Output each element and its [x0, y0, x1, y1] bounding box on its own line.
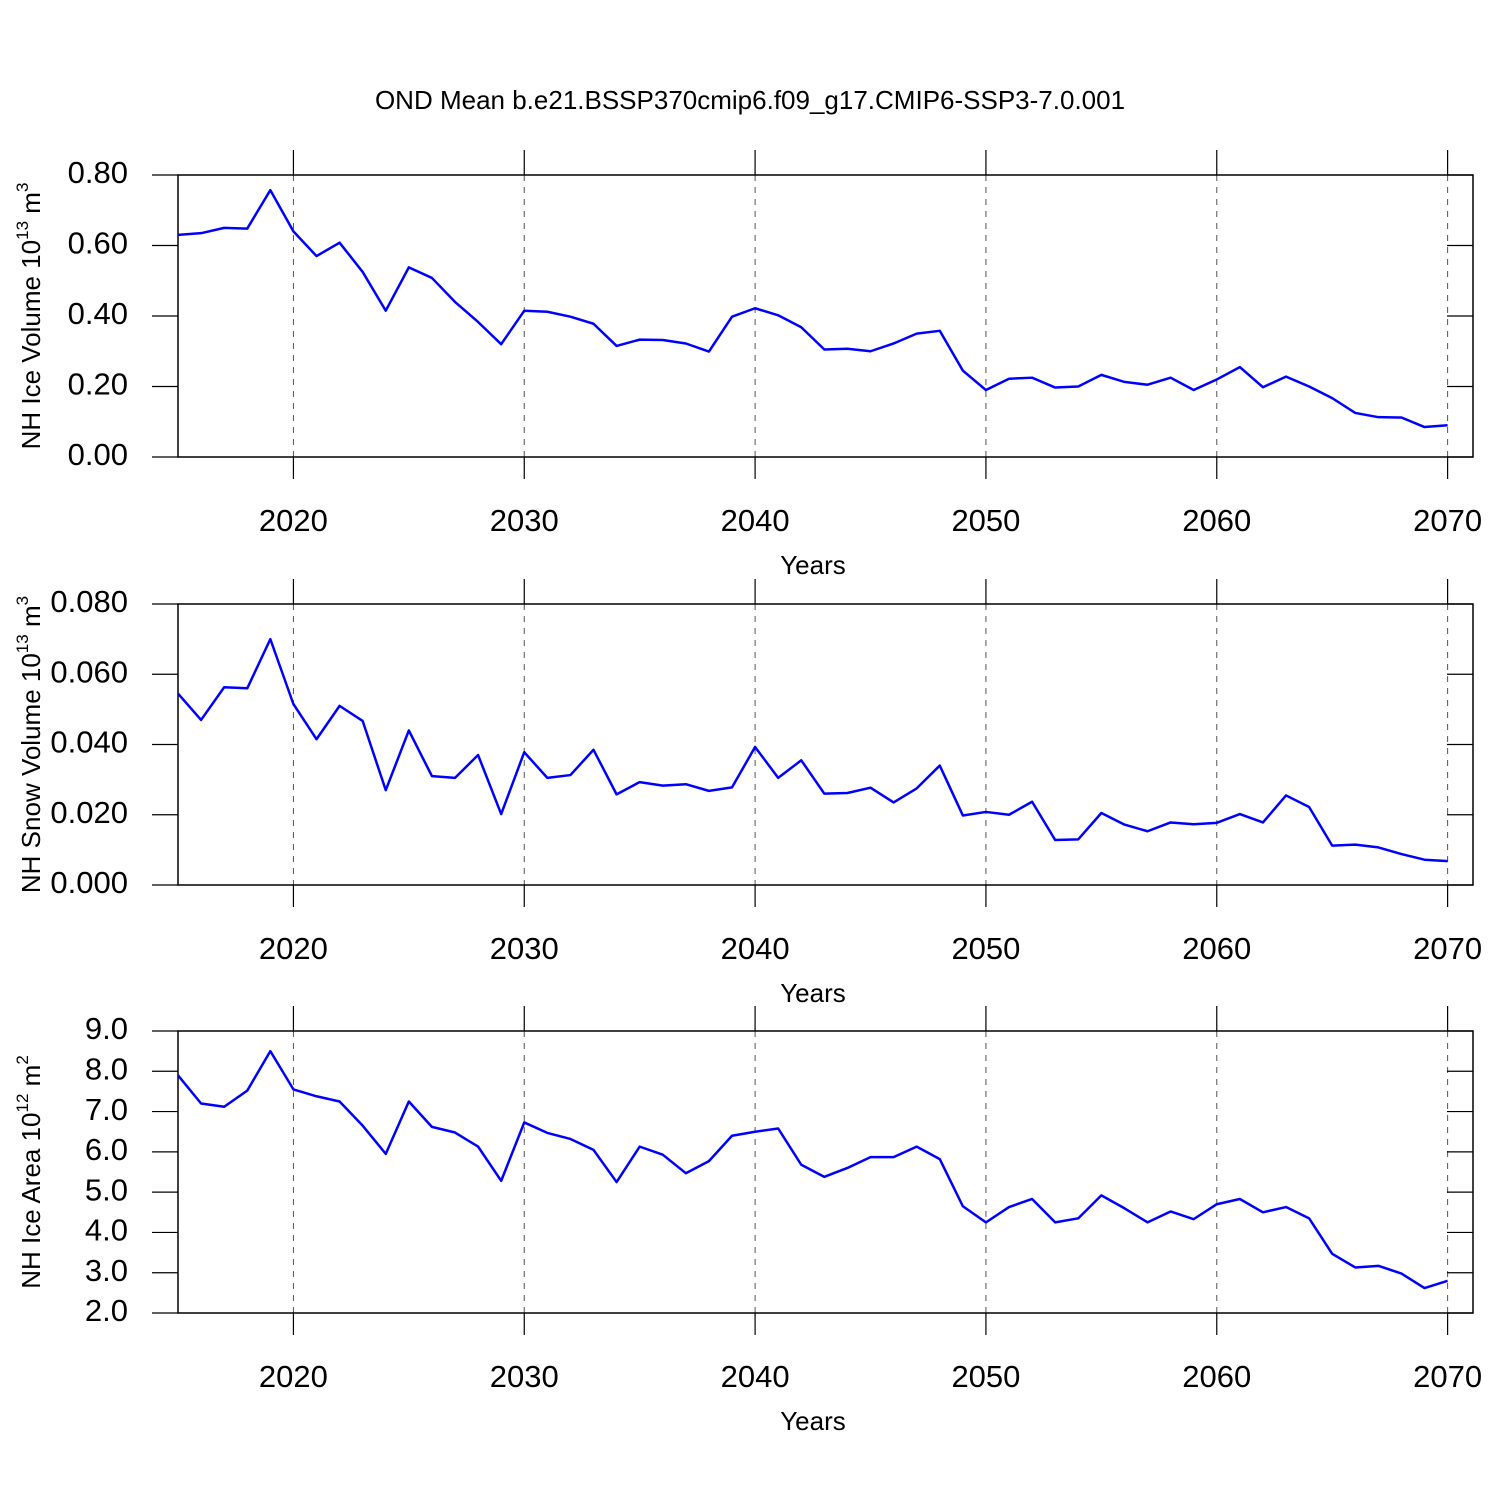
y-tick-label: 0.000: [50, 865, 128, 900]
y-tick-label: 6.0: [85, 1132, 128, 1167]
x-axis-label: Years: [780, 978, 846, 1008]
y-axis-label-part: m: [16, 192, 46, 221]
y-axis-label-exponent: 3: [13, 183, 32, 192]
x-axis-label: Years: [780, 1406, 846, 1436]
x-tick-label: 2040: [721, 503, 790, 538]
x-tick-label: 2060: [1182, 1359, 1251, 1394]
y-tick-label: 3.0: [85, 1253, 128, 1288]
x-tick-label: 2020: [259, 503, 328, 538]
y-tick-label: 0.60: [68, 226, 128, 261]
x-tick-label: 2030: [490, 1359, 559, 1394]
x-tick-label: 2030: [490, 503, 559, 538]
y-axis-label-exponent: 2: [13, 1055, 32, 1064]
x-tick-label: 2070: [1413, 1359, 1482, 1394]
y-tick-label: 0.40: [68, 296, 128, 331]
y-axis-label-part: NH Ice Volume 10: [16, 240, 46, 450]
x-tick-label: 2020: [259, 931, 328, 966]
y-axis-label-part: m: [16, 1065, 46, 1094]
plot-frame: [177, 174, 1474, 458]
y-tick-label: 8.0: [85, 1051, 128, 1086]
data-line: [177, 1049, 1448, 1290]
x-tick-label: 2040: [721, 1359, 790, 1394]
y-tick-label: 0.040: [50, 725, 128, 760]
y-tick-label: 5.0: [85, 1172, 128, 1207]
y-axis-label-exponent: 13: [13, 634, 32, 653]
plot-frame: [177, 1030, 1474, 1314]
y-axis-label-exponent: 12: [13, 1094, 32, 1113]
plot-frame: [177, 603, 1474, 886]
y-tick-label: 0.080: [50, 584, 128, 619]
x-tick-label: 2040: [721, 931, 790, 966]
y-axis-label: NH Ice Volume 1013 m3: [13, 183, 46, 450]
x-tick-label: 2050: [951, 503, 1020, 538]
y-tick-label: 0.20: [68, 367, 128, 402]
x-tick-label: 2070: [1413, 503, 1482, 538]
y-tick-label: 0.060: [50, 654, 128, 689]
x-tick-label: 2050: [951, 1359, 1020, 1394]
x-tick-label: 2070: [1413, 931, 1482, 966]
chart-title: OND Mean b.e21.BSSP370cmip6.f09_g17.CMIP…: [375, 85, 1125, 115]
y-tick-label: 0.80: [68, 155, 128, 190]
y-tick-label: 0.020: [50, 795, 128, 830]
data-line: [177, 188, 1448, 429]
y-axis-label: NH Ice Area 1012 m2: [13, 1055, 46, 1289]
y-tick-label: 2.0: [85, 1293, 128, 1328]
y-axis-label-part: m: [16, 605, 46, 634]
y-tick-label: 4.0: [85, 1213, 128, 1248]
y-axis-label-exponent: 3: [13, 596, 32, 605]
y-axis-label-part: NH Snow Volume 10: [16, 653, 46, 893]
x-tick-label: 2030: [490, 931, 559, 966]
y-tick-label: 7.0: [85, 1092, 128, 1127]
y-axis-label-exponent: 13: [13, 221, 32, 240]
x-tick-label: 2020: [259, 1359, 328, 1394]
x-tick-label: 2050: [951, 931, 1020, 966]
x-tick-label: 2060: [1182, 931, 1251, 966]
y-axis-label-part: NH Ice Area 10: [16, 1112, 46, 1288]
y-tick-label: 9.0: [85, 1011, 128, 1046]
x-axis-label: Years: [780, 550, 846, 580]
data-line: [177, 637, 1448, 863]
y-tick-label: 0.00: [68, 437, 128, 472]
y-axis-label: NH Snow Volume 1013 m3: [13, 596, 46, 893]
x-tick-label: 2060: [1182, 503, 1251, 538]
